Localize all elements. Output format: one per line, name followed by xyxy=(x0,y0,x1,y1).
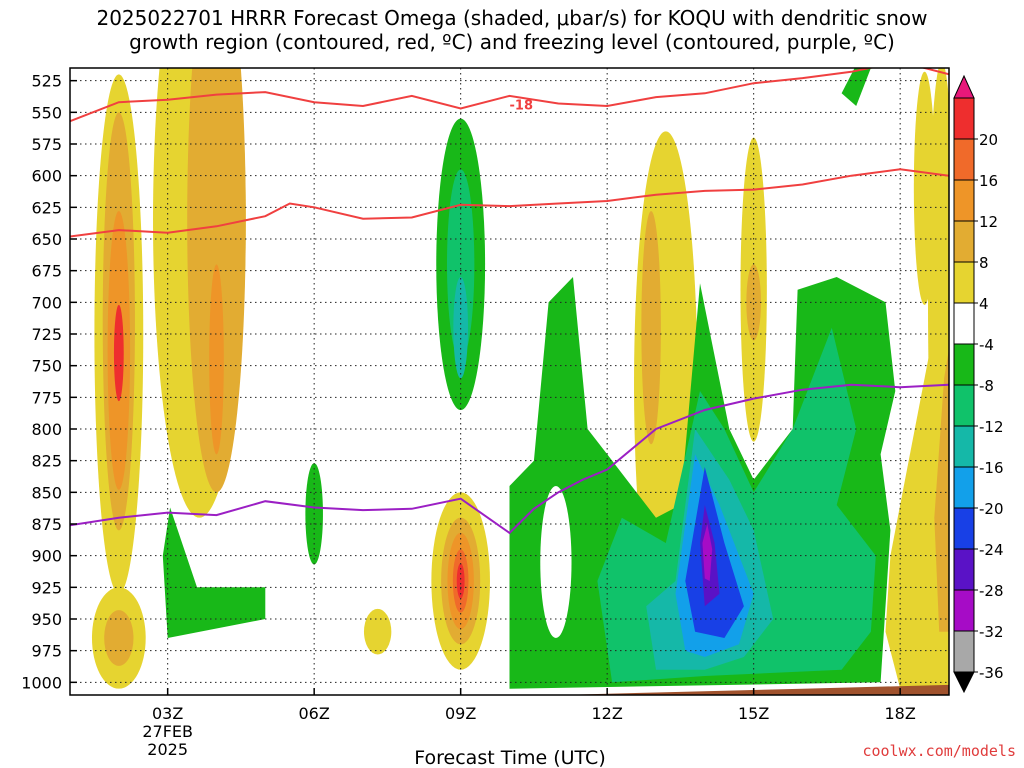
colorbar-label-5: -4 xyxy=(979,336,994,354)
y-tick-label-700: 700 xyxy=(31,293,62,312)
omega-region-26 xyxy=(162,507,266,638)
y-tick-label-950: 950 xyxy=(31,610,62,629)
colorbar-swatch-13 xyxy=(953,589,975,632)
y-tick-label-525: 525 xyxy=(31,72,62,91)
omega-region-36 xyxy=(702,524,713,581)
omega-region-5 xyxy=(104,610,134,666)
contour-label-0: -18 xyxy=(510,99,534,114)
y-tick-label-650: 650 xyxy=(31,230,62,249)
colorbar-swatch-2 xyxy=(953,138,975,181)
y-tick-label-550: 550 xyxy=(31,103,62,122)
colorbar-swatch-5 xyxy=(953,261,975,304)
omega-region-28 xyxy=(363,608,392,655)
colorbar-label-10: -24 xyxy=(979,541,1004,559)
omega-region-8 xyxy=(209,264,224,455)
colorbar-label-11: -28 xyxy=(979,582,1004,600)
colorbar-label-8: -16 xyxy=(979,459,1004,477)
colorbar-swatch-7 xyxy=(953,343,975,386)
omega-region-29 xyxy=(841,68,871,106)
title-line-1: 2025022701 HRRR Forecast Omega (shaded, … xyxy=(96,6,928,30)
colorbar-swatch-9 xyxy=(953,425,975,468)
terrain xyxy=(70,684,949,695)
omega-region-18 xyxy=(641,211,661,445)
y-tick-label-925: 925 xyxy=(31,578,62,597)
colorbar-label-1: 16 xyxy=(979,172,998,190)
colorbar-label-12: -32 xyxy=(979,623,1004,641)
omega-region-37 xyxy=(540,486,572,638)
y-tick-label-1000: 1000 xyxy=(21,673,62,692)
colorbar-swatch-4 xyxy=(953,220,975,263)
colorbar-label-4: 4 xyxy=(979,295,989,313)
colorbar-swatch-10 xyxy=(953,466,975,509)
omega-region-23 xyxy=(885,264,949,689)
colorbar-label-13: -36 xyxy=(979,664,1004,682)
snow-growth-upper-contour xyxy=(70,68,949,123)
colorbar-label-9: -20 xyxy=(979,500,1004,518)
x-tick-label-15Z: 15Z xyxy=(738,704,769,723)
omega-region-16 xyxy=(456,563,465,599)
y-tick-label-900: 900 xyxy=(31,547,62,566)
y-tick-label-675: 675 xyxy=(31,262,62,281)
y-axis-ticks: 525 550 575 600 625 650 675 700 725 750 775 800 825 8… xyxy=(21,72,77,692)
colorbar-label-0: 20 xyxy=(979,131,998,149)
x-tick-date: 27FEB xyxy=(142,722,193,741)
y-tick-label-750: 750 xyxy=(31,357,62,376)
freezing-level-contour xyxy=(70,383,949,535)
omega-region-3 xyxy=(113,304,124,402)
y-tick-label-775: 775 xyxy=(31,388,62,407)
y-tick-label-975: 975 xyxy=(31,642,62,661)
colorbar-swatch-12 xyxy=(953,548,975,591)
colorbar-bottom-arrow xyxy=(953,671,975,694)
x-tick-label-06Z: 06Z xyxy=(299,704,330,723)
contour-lines: -18 xyxy=(70,68,949,535)
colorbar-swatch-11 xyxy=(953,507,975,550)
y-tick-label-825: 825 xyxy=(31,452,62,471)
omega-region-20 xyxy=(746,264,761,341)
y-tick-label-625: 625 xyxy=(31,198,62,217)
colorbar-label-6: -8 xyxy=(979,377,994,395)
colorbar-swatch-1 xyxy=(953,97,975,140)
colorbar: 20 16 12 8 4 -4 -8 -12 -16 -20 -24 -28 -32 -36 xyxy=(953,74,1004,694)
x-tick-year: 2025 xyxy=(147,740,188,759)
omega-region-22 xyxy=(913,71,936,305)
y-tick-label-875: 875 xyxy=(31,515,62,534)
y-tick-label-850: 850 xyxy=(31,483,62,502)
colorbar-swatch-8 xyxy=(953,384,975,427)
x-tick-label-18Z: 18Z xyxy=(885,704,916,723)
colorbar-label-7: -12 xyxy=(979,418,1004,436)
colorbar-label-2: 12 xyxy=(979,213,998,231)
snow-growth-lower-contour xyxy=(70,168,949,238)
x-tick-label-09Z: 09Z xyxy=(445,704,476,723)
colorbar-top-arrow xyxy=(953,74,975,99)
colorbar-swatch-6 xyxy=(953,302,975,345)
y-tick-label-725: 725 xyxy=(31,325,62,344)
title-line-2: growth region (contoured, red, ºC) and f… xyxy=(129,30,895,54)
chart-title: 2025022701 HRRR Forecast Omega (shaded, … xyxy=(0,6,1024,54)
omega-region-24 xyxy=(934,348,949,632)
x-axis-label: Forecast Time (UTC) xyxy=(414,747,605,768)
y-tick-label-575: 575 xyxy=(31,135,62,154)
x-tick-label-03Z: 03Z xyxy=(152,704,183,723)
x-tick-label-12Z: 12Z xyxy=(592,704,623,723)
y-tick-label-600: 600 xyxy=(31,167,62,186)
colorbar-swatch-3 xyxy=(953,179,975,222)
colorbar-swatch-14 xyxy=(953,630,975,673)
brand-watermark: coolwx.com/models xyxy=(862,742,1016,760)
y-tick-label-800: 800 xyxy=(31,420,62,439)
colorbar-label-3: 8 xyxy=(979,254,989,272)
plot-frame xyxy=(69,67,950,696)
omega-region-11 xyxy=(453,277,468,379)
